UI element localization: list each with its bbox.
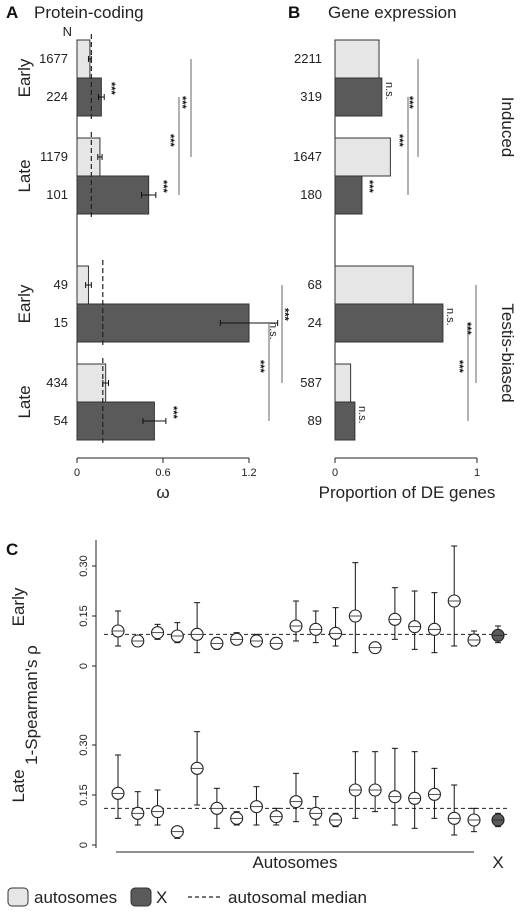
bar <box>334 401 356 441</box>
x-tick-label: 0.6 <box>155 467 170 479</box>
n-label: 434 <box>46 375 68 390</box>
panel-b-chart: 0 1 Proportion of DE genes 2211 319 n.s. 1647 1… <box>293 39 517 502</box>
stage-label: Late <box>9 769 28 802</box>
legend-autosomes-label: autosomes <box>34 888 117 907</box>
x-tick-label: 0 <box>74 467 80 479</box>
panel-b-title: Gene expression <box>328 3 457 22</box>
n-label: 1677 <box>39 51 68 66</box>
panel-b-letter: B <box>288 3 300 22</box>
y-tick-label: 0.30 <box>78 734 90 755</box>
bar <box>334 39 380 79</box>
x-axis-title: Proportion of DE genes <box>319 483 496 502</box>
bar <box>76 39 91 79</box>
panel-c-chart: 1-Spearman's ρ 0 0.15 0.30 Early 0 0.15 0.30 Lat… <box>9 540 508 872</box>
stage-label: Late <box>15 159 34 192</box>
n-label: 2211 <box>294 51 322 66</box>
bar <box>76 175 150 215</box>
x-axis-title: ω <box>156 483 169 502</box>
panel-a-chart: N 0 0.6 1.2 ω 1677 224 *** Early 1179 101 *** Late 49… <box>15 24 291 502</box>
y-tick-label: 0 <box>78 842 90 848</box>
stage-label: Late <box>15 385 34 418</box>
bracket-significance: n.s. <box>267 322 279 340</box>
panel-c-letter: C <box>6 540 18 559</box>
y-tick-label: 0.15 <box>78 605 90 626</box>
n-label: 1647 <box>293 149 322 164</box>
significance-label: *** <box>105 82 117 96</box>
significance-label: n.s. <box>383 82 395 100</box>
y-axis-title: 1-Spearman's ρ <box>22 645 41 765</box>
n-header: N <box>63 24 72 39</box>
bar <box>334 363 352 403</box>
significance-label: *** <box>279 308 291 322</box>
legend-autosomes-swatch <box>7 887 29 907</box>
bar <box>334 175 363 215</box>
n-label: 68 <box>308 277 322 292</box>
autosomes-group-label: Autosomes <box>252 853 337 872</box>
significance-label: n.s. <box>444 308 456 326</box>
bracket-significance: *** <box>164 134 176 148</box>
bar <box>76 363 107 403</box>
n-label: 224 <box>46 89 68 104</box>
significance-label: *** <box>157 180 169 194</box>
legend: autosomes X autosomal median <box>7 887 367 907</box>
n-label: 180 <box>300 187 322 202</box>
bar <box>76 137 101 177</box>
significance-label: *** <box>363 180 375 194</box>
n-label: 101 <box>46 187 68 202</box>
n-label: 1179 <box>40 149 68 164</box>
panel-a-letter: A <box>6 3 18 22</box>
bracket-significance: *** <box>403 96 415 110</box>
bar <box>334 137 391 177</box>
category-label: Induced <box>498 97 517 158</box>
n-label: 54 <box>54 413 68 428</box>
bar <box>76 77 102 117</box>
legend-median-label: autosomal median <box>228 888 367 907</box>
y-tick-label: 0.30 <box>78 555 90 576</box>
bracket-significance: *** <box>461 322 473 336</box>
n-label: 587 <box>300 375 322 390</box>
legend-x-swatch <box>130 887 152 907</box>
legend-x-label: X <box>156 888 167 907</box>
n-label: 24 <box>308 315 322 330</box>
bar <box>334 303 444 343</box>
x-tick-label: 0 <box>332 467 338 479</box>
panel-a-title: Protein-coding <box>34 3 144 22</box>
category-label: Testis-biased <box>498 303 517 402</box>
bar <box>334 77 383 117</box>
bracket-significance: *** <box>393 134 405 148</box>
x-tick-label: 1.2 <box>241 467 256 479</box>
bar <box>334 265 414 305</box>
stage-label: Early <box>15 284 34 323</box>
x-group-label: X <box>492 853 503 872</box>
n-label: 49 <box>54 277 68 292</box>
x-tick-label: 1 <box>474 467 480 479</box>
n-label: 319 <box>300 89 322 104</box>
bracket-significance: *** <box>176 96 188 110</box>
bracket-significance: *** <box>254 360 266 374</box>
y-tick-label: 0.15 <box>78 784 90 805</box>
n-label: 15 <box>54 315 68 330</box>
n-label: 89 <box>308 413 322 428</box>
significance-label: *** <box>167 406 179 420</box>
stage-label: Early <box>9 587 28 626</box>
significance-label: n.s. <box>356 406 368 424</box>
stage-label: Early <box>15 58 34 97</box>
y-tick-label: 0 <box>78 663 90 669</box>
bracket-significance: *** <box>453 360 465 374</box>
